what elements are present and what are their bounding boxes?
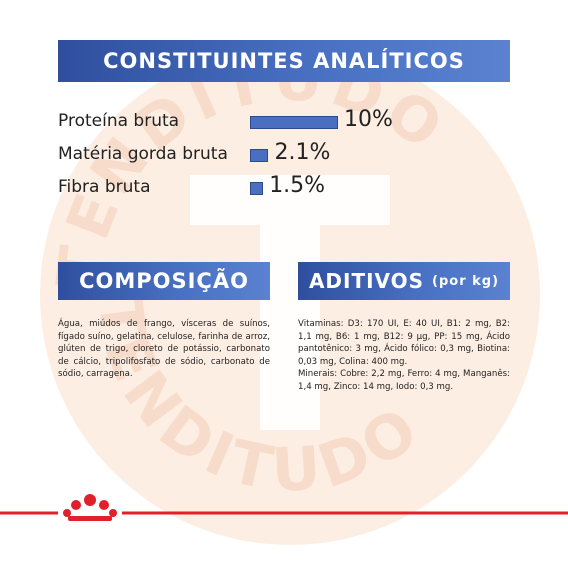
category-label: Fibra bruta: [58, 177, 151, 197]
header-text: ADITIVOS: [308, 269, 425, 293]
section-header: ADITIVOS (por kg): [298, 262, 510, 300]
watermark-t: [190, 175, 390, 430]
section-header: CONSTITUINTES ANALÍTICOS: [58, 40, 510, 82]
value-label: 2.1%: [274, 140, 331, 165]
bar: [250, 149, 269, 162]
additives-text: Vitaminas: D3: 170 UI, E: 40 UI, B1: 2 m…: [298, 319, 510, 392]
composition-text: Água, miúdos de frango, vísceras de suín…: [58, 319, 270, 380]
bar: [250, 182, 264, 195]
bar: [250, 116, 338, 129]
category-label: Matéria gorda bruta: [58, 144, 228, 164]
value-label: 1.5%: [269, 173, 326, 198]
category-label: Proteína bruta: [58, 111, 180, 131]
crown-logo: [63, 494, 117, 521]
header-unit: (por kg): [432, 273, 500, 289]
value-label: 10%: [344, 107, 393, 132]
section-header: COMPOSIÇÃO: [58, 262, 270, 300]
